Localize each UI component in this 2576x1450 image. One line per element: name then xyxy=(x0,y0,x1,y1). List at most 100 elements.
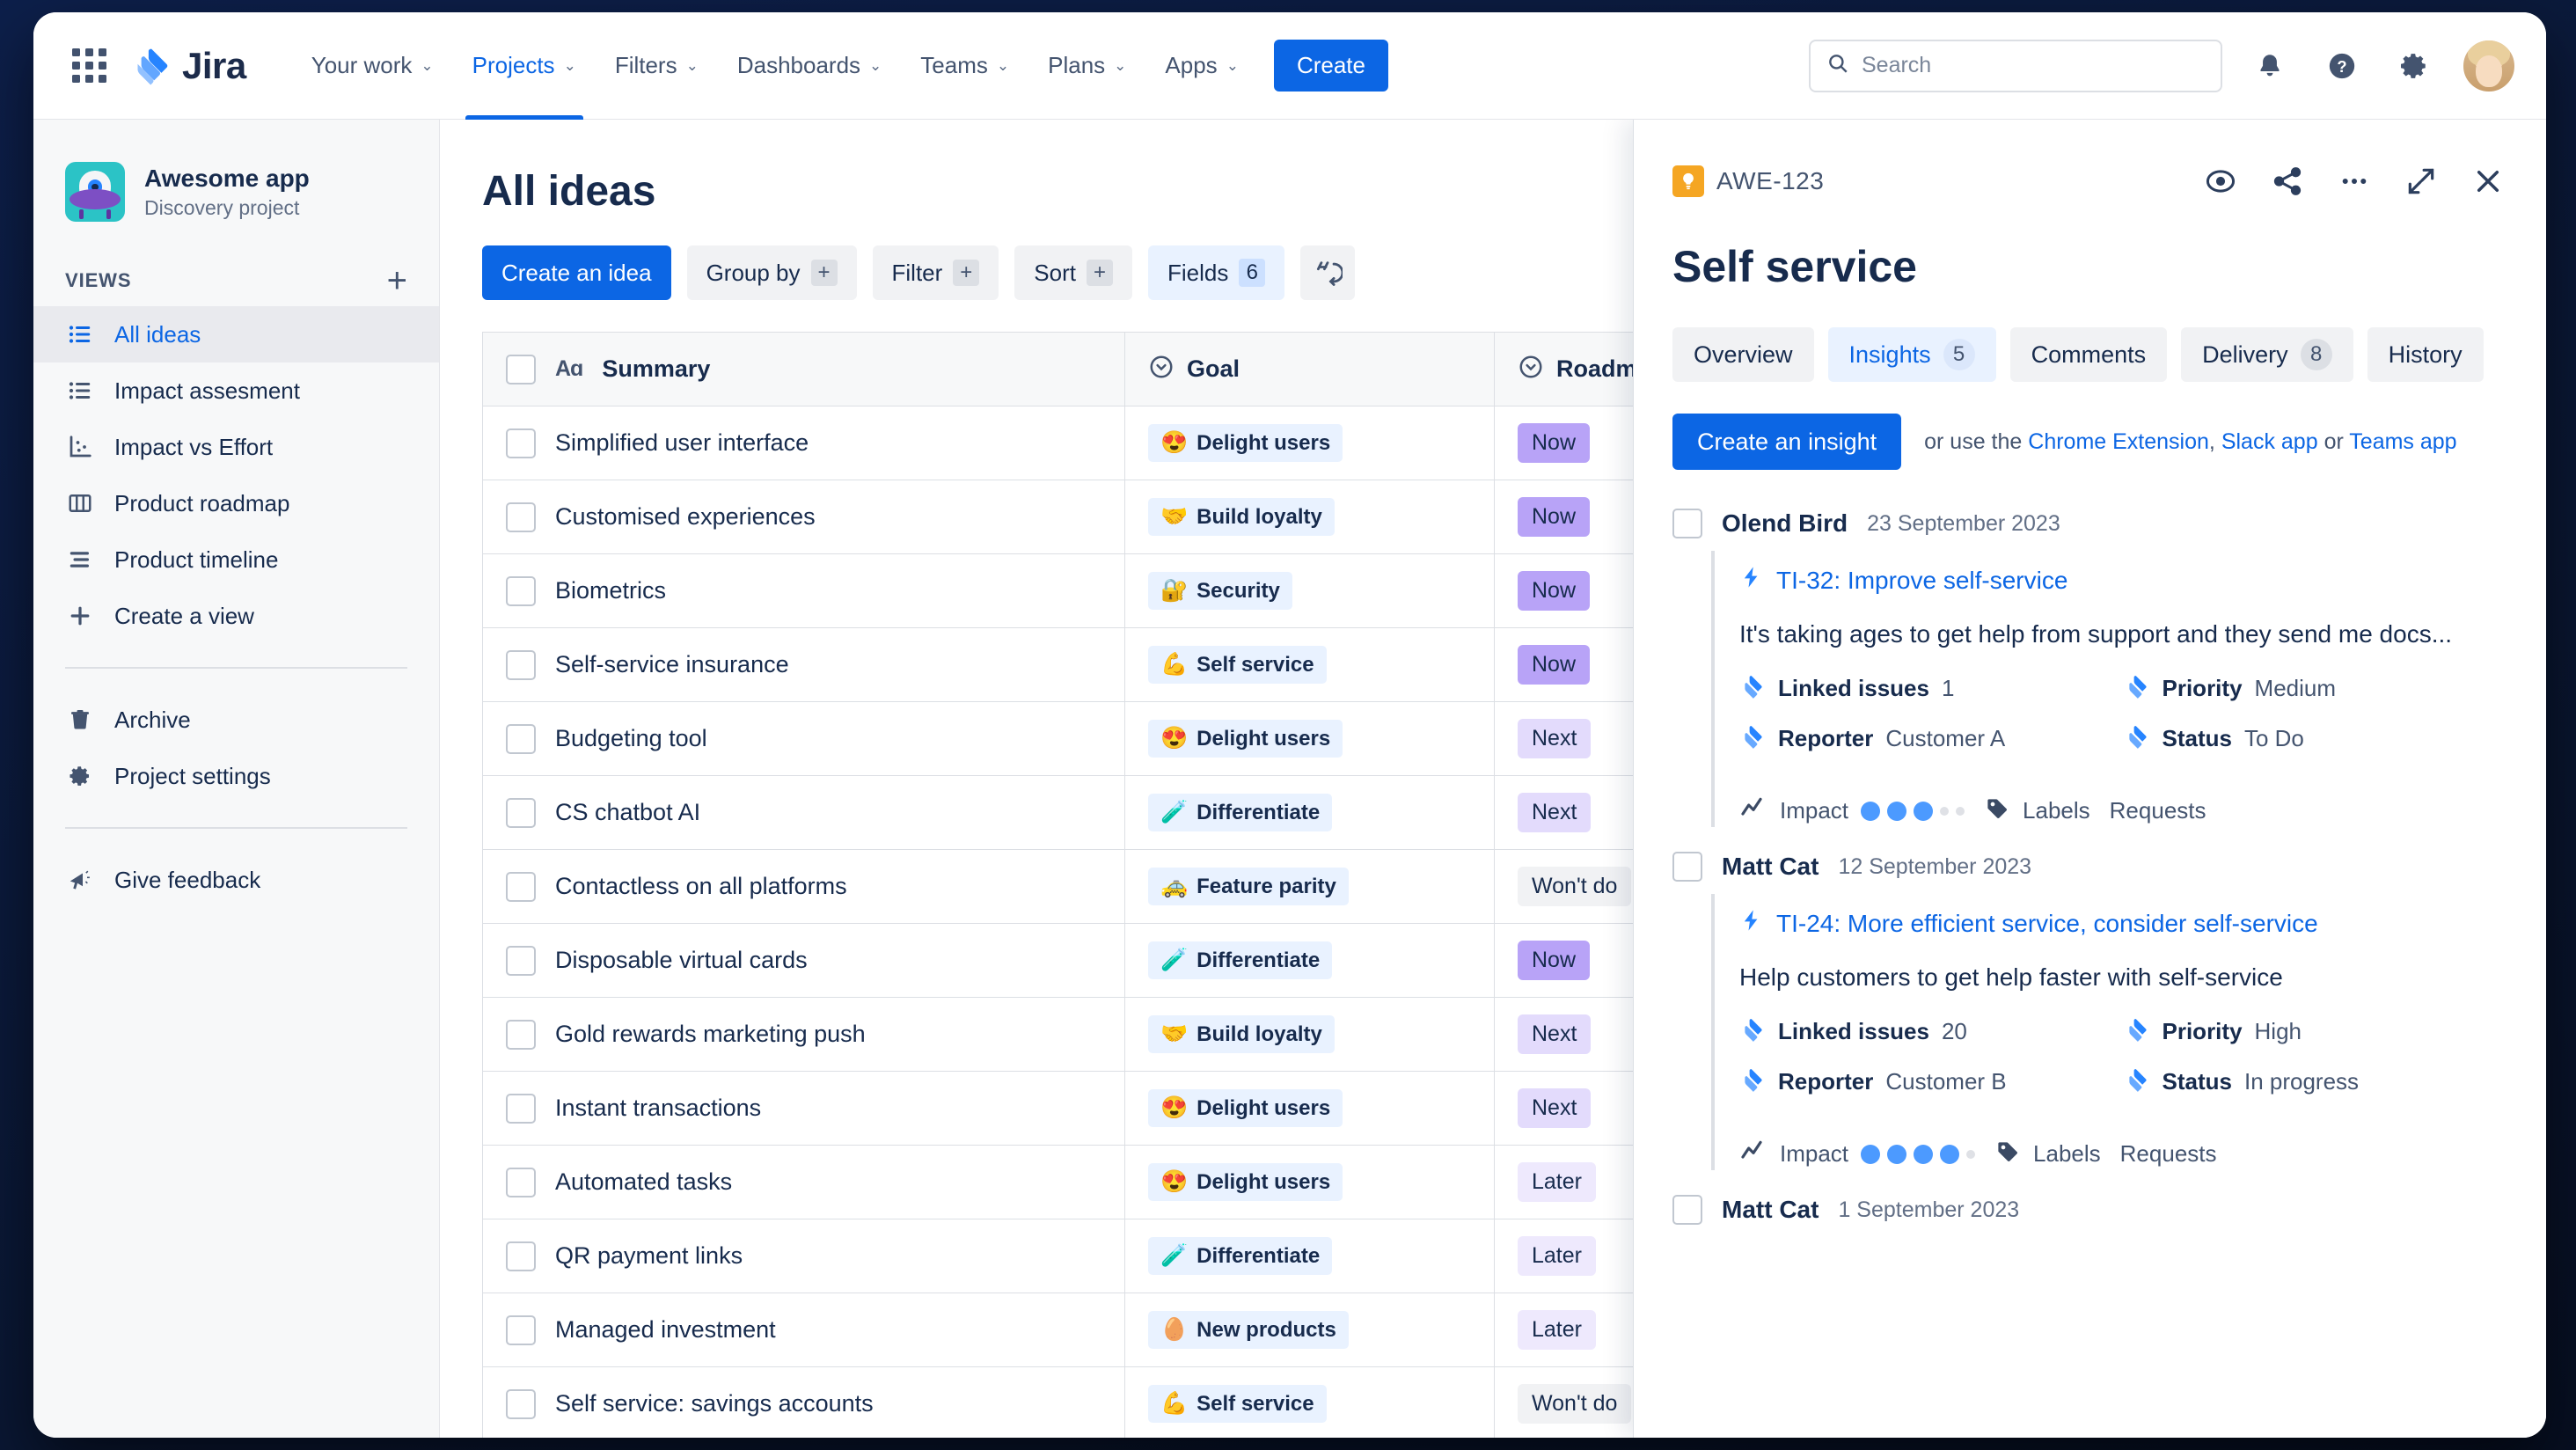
table-row[interactable]: CS chatbot AI 🧪 Differentiate Next xyxy=(483,776,1811,850)
cell-goal[interactable]: 💪 Self service xyxy=(1125,1367,1495,1438)
settings-icon[interactable] xyxy=(2389,41,2439,91)
jira-logo[interactable]: Jira xyxy=(133,45,246,87)
cell-goal[interactable]: 🤝 Build loyalty xyxy=(1125,998,1495,1071)
cell-roadmap[interactable]: Won't do xyxy=(1495,1367,1811,1438)
create-insight-button[interactable]: Create an insight xyxy=(1672,414,1902,470)
row-checkbox[interactable] xyxy=(506,1315,536,1345)
cell-goal[interactable]: 😍 Delight users xyxy=(1125,1146,1495,1219)
table-row[interactable]: Self service: savings accounts 💪 Self serv… xyxy=(483,1367,1811,1438)
select-all-checkbox[interactable] xyxy=(506,354,536,384)
row-checkbox[interactable] xyxy=(506,1167,536,1197)
table-row[interactable]: Automated tasks 😍 Delight users Later xyxy=(483,1146,1811,1219)
cell-goal[interactable]: 🥚 New products xyxy=(1125,1293,1495,1366)
group-by-button[interactable]: Group by + xyxy=(686,245,857,300)
nav-your-work[interactable]: Your work ⌄ xyxy=(292,12,453,120)
slack-app-link[interactable]: Slack app xyxy=(2221,428,2318,454)
teams-app-link[interactable]: Teams app xyxy=(2349,428,2457,454)
sidebar-item-product-roadmap[interactable]: Product roadmap xyxy=(33,475,439,531)
cell-goal[interactable]: 🧪 Differentiate xyxy=(1125,1219,1495,1293)
row-checkbox[interactable] xyxy=(506,649,536,680)
cell-goal[interactable]: 💪 Self service xyxy=(1125,628,1495,701)
cell-roadmap[interactable]: Now xyxy=(1495,554,1811,627)
labels-group[interactable]: Labels xyxy=(1994,1139,2101,1169)
table-row[interactable]: Simplified user interface 😍 Delight users N… xyxy=(483,406,1811,480)
nav-filters[interactable]: Filters ⌄ xyxy=(596,12,718,120)
table-row[interactable]: Managed investment 🥚 New products Later xyxy=(483,1293,1811,1367)
create-idea-button[interactable]: Create an idea xyxy=(482,245,671,300)
watch-icon[interactable] xyxy=(2201,162,2240,201)
requests-label[interactable]: Requests xyxy=(2119,1140,2217,1167)
chrome-extension-link[interactable]: Chrome Extension xyxy=(2028,428,2209,454)
cell-goal[interactable]: 😍 Delight users xyxy=(1125,702,1495,775)
app-switcher-icon[interactable] xyxy=(72,48,106,83)
insight-checkbox[interactable] xyxy=(1672,852,1702,882)
cell-roadmap[interactable]: Now xyxy=(1495,628,1811,701)
nav-apps[interactable]: Apps ⌄ xyxy=(1145,12,1258,120)
project-header[interactable]: Awesome app Discovery project xyxy=(33,144,439,246)
insight-issue-link[interactable]: TI-24: More efficient service, consider … xyxy=(1739,908,2507,963)
table-row[interactable]: Biometrics 🔐 Security Now xyxy=(483,554,1811,628)
row-checkbox[interactable] xyxy=(506,1241,536,1271)
user-avatar[interactable] xyxy=(2462,38,2516,93)
row-checkbox[interactable] xyxy=(506,1093,536,1124)
cell-roadmap[interactable]: Now xyxy=(1495,406,1811,480)
insight-checkbox[interactable] xyxy=(1672,1195,1702,1225)
table-row[interactable]: Self-service insurance 💪 Self service Now xyxy=(483,628,1811,702)
sort-button[interactable]: Sort + xyxy=(1014,245,1132,300)
filter-button[interactable]: Filter + xyxy=(872,245,999,300)
cell-goal[interactable]: 🤝 Build loyalty xyxy=(1125,480,1495,553)
cell-roadmap[interactable]: Later xyxy=(1495,1293,1811,1366)
sidebar-item-create-a-view[interactable]: Create a view xyxy=(33,588,439,644)
expand-icon[interactable] xyxy=(2402,162,2441,201)
cell-goal[interactable]: 🧪 Differentiate xyxy=(1125,776,1495,849)
nav-dashboards[interactable]: Dashboards ⌄ xyxy=(718,12,901,120)
impact-group[interactable]: Impact xyxy=(1739,1138,1976,1170)
cell-goal[interactable]: 😍 Delight users xyxy=(1125,1072,1495,1145)
row-checkbox[interactable] xyxy=(506,428,536,458)
cell-roadmap[interactable]: Next xyxy=(1495,1072,1811,1145)
share-icon[interactable] xyxy=(2268,162,2307,201)
cell-roadmap[interactable]: Now xyxy=(1495,480,1811,553)
tab-history[interactable]: History xyxy=(2367,327,2484,382)
sidebar-item-impact-assesment[interactable]: Impact assesment xyxy=(33,362,439,419)
search-input[interactable] xyxy=(1862,53,2205,78)
sort-alpha-icon[interactable] xyxy=(1300,245,1356,300)
table-row[interactable]: Disposable virtual cards 🧪 Differentiate No… xyxy=(483,924,1811,998)
labels-group[interactable]: Labels xyxy=(1984,795,2090,826)
notifications-icon[interactable] xyxy=(2245,41,2294,91)
search-box[interactable] xyxy=(1809,39,2222,92)
row-checkbox[interactable] xyxy=(506,945,536,976)
sidebar-item-archive[interactable]: Archive xyxy=(33,692,439,748)
row-checkbox[interactable] xyxy=(506,871,536,902)
cell-roadmap[interactable]: Next xyxy=(1495,702,1811,775)
row-checkbox[interactable] xyxy=(506,1019,536,1050)
sidebar-item-product-timeline[interactable]: Product timeline xyxy=(33,531,439,588)
row-checkbox[interactable] xyxy=(506,723,536,754)
insight-item[interactable]: Matt Cat 12 September 2023 TI-24: More eff… xyxy=(1672,852,2507,1195)
sidebar-item-impact-vs-effort[interactable]: Impact vs Effort xyxy=(33,419,439,475)
issue-key[interactable]: AWE-123 xyxy=(1716,167,1825,194)
table-row[interactable]: QR payment links 🧪 Differentiate Later xyxy=(483,1219,1811,1293)
table-row[interactable]: Gold rewards marketing push 🤝 Build loyalt… xyxy=(483,998,1811,1072)
add-view-icon[interactable]: + xyxy=(386,261,407,300)
sidebar-item-project-settings[interactable]: Project settings xyxy=(33,748,439,804)
sidebar-item-all-ideas[interactable]: All ideas xyxy=(33,306,439,362)
cell-roadmap[interactable]: Won't do xyxy=(1495,850,1811,923)
panel-idea-title[interactable]: Self service xyxy=(1672,242,1917,291)
row-checkbox[interactable] xyxy=(506,575,536,606)
insight-issue-link[interactable]: TI-32: Improve self-service xyxy=(1739,565,2507,620)
help-icon[interactable]: ? xyxy=(2317,41,2367,91)
create-button[interactable]: Create xyxy=(1273,40,1388,92)
sidebar-item-give-feedback[interactable]: Give feedback xyxy=(33,852,439,908)
requests-label[interactable]: Requests xyxy=(2109,797,2206,824)
insight-checkbox[interactable] xyxy=(1672,509,1702,538)
tab-delivery[interactable]: Delivery 8 xyxy=(2181,327,2353,382)
row-checkbox[interactable] xyxy=(506,1388,536,1419)
nav-plans[interactable]: Plans ⌄ xyxy=(1028,12,1145,120)
table-row[interactable]: Budgeting tool 😍 Delight users Next xyxy=(483,702,1811,776)
fields-button[interactable]: Fields 6 xyxy=(1147,245,1285,300)
insight-item[interactable]: Matt Cat 1 September 2023 xyxy=(1672,1195,2507,1262)
table-row[interactable]: Contactless on all platforms 🚕 Feature par… xyxy=(483,850,1811,924)
insight-item[interactable]: Olend Bird 23 September 2023 TI-32: Improv… xyxy=(1672,509,2507,852)
tab-overview[interactable]: Overview xyxy=(1672,327,1814,382)
